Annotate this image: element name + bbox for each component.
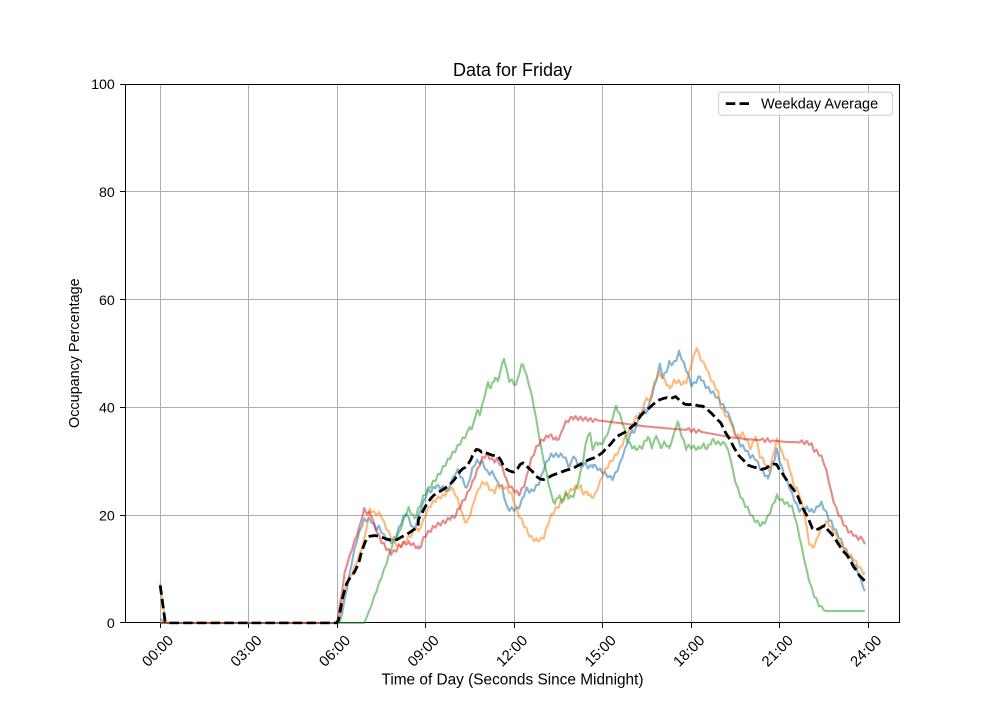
svg-text:Data for Friday: Data for Friday bbox=[453, 60, 572, 80]
svg-text:60: 60 bbox=[99, 293, 115, 309]
svg-text:40: 40 bbox=[99, 401, 115, 417]
svg-text:21:00: 21:00 bbox=[759, 633, 796, 670]
svg-text:18:00: 18:00 bbox=[671, 633, 708, 670]
svg-text:Weekday Average: Weekday Average bbox=[761, 96, 878, 112]
svg-text:Time of Day (Seconds Since Mid: Time of Day (Seconds Since Midnight) bbox=[381, 672, 643, 689]
svg-text:20: 20 bbox=[99, 508, 115, 524]
svg-text:12:00: 12:00 bbox=[494, 633, 531, 670]
svg-text:24:00: 24:00 bbox=[848, 633, 885, 670]
svg-text:09:00: 09:00 bbox=[405, 633, 442, 670]
svg-text:Occupancy Percentage: Occupancy Percentage bbox=[67, 278, 83, 428]
svg-text:06:00: 06:00 bbox=[317, 633, 354, 670]
svg-text:00:00: 00:00 bbox=[140, 633, 177, 670]
svg-text:03:00: 03:00 bbox=[228, 633, 265, 670]
svg-text:100: 100 bbox=[91, 77, 115, 93]
svg-text:80: 80 bbox=[99, 185, 115, 201]
svg-text:15:00: 15:00 bbox=[582, 633, 619, 670]
svg-text:0: 0 bbox=[107, 616, 115, 632]
